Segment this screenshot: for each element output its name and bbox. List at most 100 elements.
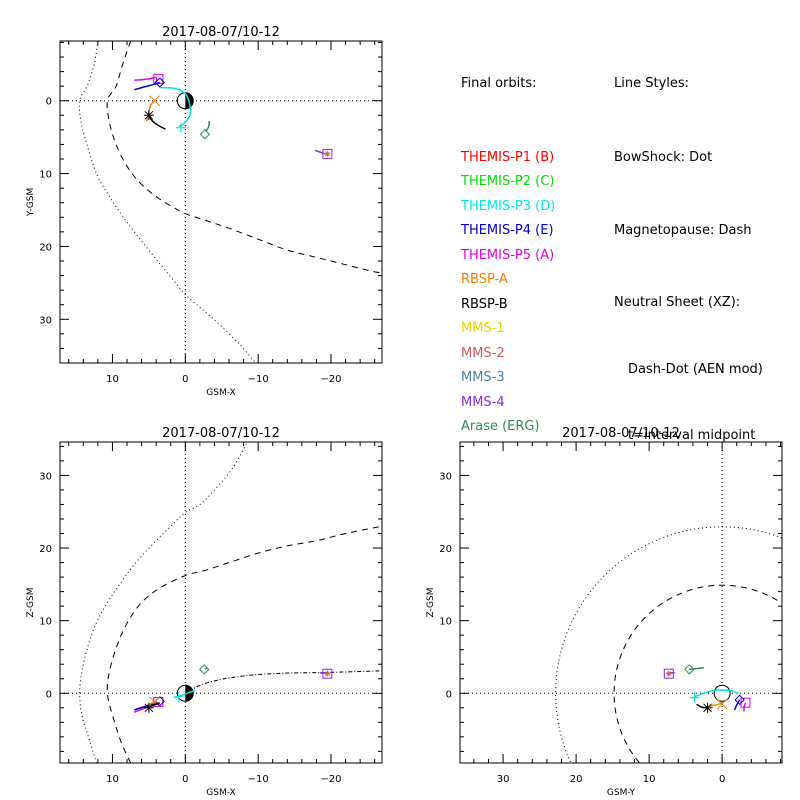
line-style-bowshock: BowShock: Dot xyxy=(614,149,713,165)
y-tick-label: 10 xyxy=(439,617,452,628)
x-tick-label: 0 xyxy=(182,374,188,385)
orbit-track xyxy=(159,86,192,127)
earth-icon xyxy=(176,92,194,110)
bowshock-line xyxy=(79,442,248,763)
orbit-rbsp-b xyxy=(696,702,713,713)
x-tick-label: −20 xyxy=(320,374,341,385)
plot-frame xyxy=(459,441,783,764)
orbit-mms-4 xyxy=(663,668,675,679)
marker-star xyxy=(143,110,154,121)
orbit-track xyxy=(204,667,208,670)
orbit-themis-p5-a xyxy=(740,697,751,712)
earth-icon xyxy=(713,684,731,702)
panel-title: 2017-08-07/10-12 xyxy=(162,426,280,441)
legend-title: Final orbits: xyxy=(461,76,537,91)
marker-star-small xyxy=(324,670,331,677)
x-axis-label: GSM-X xyxy=(206,788,235,798)
marker-star-small xyxy=(665,670,672,677)
magnetopause-line xyxy=(106,525,382,763)
orbit-track xyxy=(743,702,747,712)
x-tick-label: 20 xyxy=(570,774,583,785)
orbit-track xyxy=(148,114,166,130)
y-tick-label: 30 xyxy=(39,315,52,326)
x-tick-label: 10 xyxy=(643,774,656,785)
orbit-rbsp-a xyxy=(708,698,728,710)
x-tick-label: −20 xyxy=(320,774,341,785)
line-style-neutral-sheet: Neutral Sheet (XZ): xyxy=(614,294,741,310)
panel-title: 2017-08-07/10-12 xyxy=(562,426,680,441)
y-tick-label: 30 xyxy=(439,471,452,482)
orbit-mms-4 xyxy=(320,668,333,679)
x-tick-label: −10 xyxy=(248,774,269,785)
marker-plus xyxy=(689,692,700,703)
orbit-mms-2 xyxy=(324,150,331,157)
line-style-title: Line Styles: xyxy=(614,76,690,91)
legend-item: MMS-4 xyxy=(461,394,505,410)
legend-item: RBSP-A xyxy=(461,272,508,287)
orbit-arase-erg xyxy=(199,664,210,675)
y-tick-label: 20 xyxy=(439,544,452,555)
marker-diamond xyxy=(154,77,166,88)
orbit-track xyxy=(689,667,704,671)
legend-item: THEMIS-P4 (E) xyxy=(461,223,554,238)
line-style-neutral-sheet-style: Dash-Dot (AEN mod) xyxy=(628,361,763,377)
orbit-track xyxy=(314,149,326,155)
y-tick-label: 0 xyxy=(46,97,52,108)
orbit-themis-p4-e xyxy=(134,77,166,91)
orbit-track xyxy=(733,699,741,711)
marker-plus xyxy=(175,122,186,133)
x-tick-label: −10 xyxy=(248,374,269,385)
panel-yz: 2017-08-07/10-12 30 20 10 0 0 10 20 30 GSM-Y Z-GSM xyxy=(426,426,783,798)
legend-item: THEMIS-P1 (B) xyxy=(461,149,555,165)
y-tick-label: 0 xyxy=(446,689,452,700)
marker-square xyxy=(322,668,333,679)
orbit-rbsp-b xyxy=(143,110,166,130)
magnetopause-line xyxy=(106,41,382,273)
bowshock-line xyxy=(78,41,255,362)
marker-x xyxy=(149,95,161,107)
legend-item: MMS-1 xyxy=(461,321,505,336)
marker-star-small xyxy=(324,150,331,157)
neutral-sheet-line xyxy=(188,670,382,692)
orbit-track xyxy=(205,121,211,132)
orbit-mms-2 xyxy=(324,670,331,677)
legend-item: RBSP-B xyxy=(461,296,508,312)
x-tick-label: 30 xyxy=(497,774,510,785)
x-tick-label: 0 xyxy=(182,774,188,785)
marker-diamond xyxy=(684,664,695,675)
marker-square xyxy=(663,668,674,679)
line-style-magnetopause: Magnetopause: Dash xyxy=(614,223,752,238)
magnetopause-line xyxy=(613,584,782,763)
legend-item: Arase (ERG) xyxy=(461,419,540,434)
y-axis-label: Z-GSM xyxy=(26,587,36,617)
orbit-mms-4 xyxy=(314,148,333,159)
panel-title: 2017-08-07/10-12 xyxy=(162,25,280,40)
y-tick-label: 10 xyxy=(39,617,52,628)
orbit-themis-p3-d xyxy=(173,689,196,702)
line-style-legend: Line Styles: BowShock: Dot Magnetopause:… xyxy=(614,23,763,468)
orbit-arase-erg xyxy=(199,121,211,140)
legend-item: THEMIS-P5 (A) xyxy=(461,247,555,263)
legend-item: MMS-3 xyxy=(461,370,505,385)
legend-item: THEMIS-P3 (D) xyxy=(461,198,556,214)
y-tick-label: 10 xyxy=(39,170,52,181)
marker-x xyxy=(716,698,728,710)
x-axis-label: GSM-Y xyxy=(607,788,636,798)
marker-star xyxy=(702,702,713,713)
marker-diamond xyxy=(199,129,211,140)
y-tick-label: 30 xyxy=(39,471,52,482)
orbit-mms-2 xyxy=(665,670,672,677)
panel-xz: 2017-08-07/10-12 10 0 −10 −20 0 10 20 30 GSM-X Z-G… xyxy=(26,426,383,798)
y-tick-label: 0 xyxy=(46,689,52,700)
orbit-legend: Final orbits: THEMIS-P1 (B) THEMIS-P2 (C)… xyxy=(461,23,555,464)
orbit-themis-p3-d xyxy=(689,689,739,703)
y-axis-label: Y-GSM xyxy=(26,188,36,217)
orbit-track xyxy=(692,689,739,699)
x-tick-label: 10 xyxy=(106,774,119,785)
panel-xy: 2017-08-07/10-12 10 0 −10 −20 0 10 20 30 GSM-X Y-G… xyxy=(26,25,383,398)
line-style-time-note: t=interval midpoint xyxy=(628,427,756,443)
marker-star xyxy=(143,702,154,713)
orbit-themis-p4-e xyxy=(733,694,745,711)
orbit-rbsp-b xyxy=(143,702,161,713)
